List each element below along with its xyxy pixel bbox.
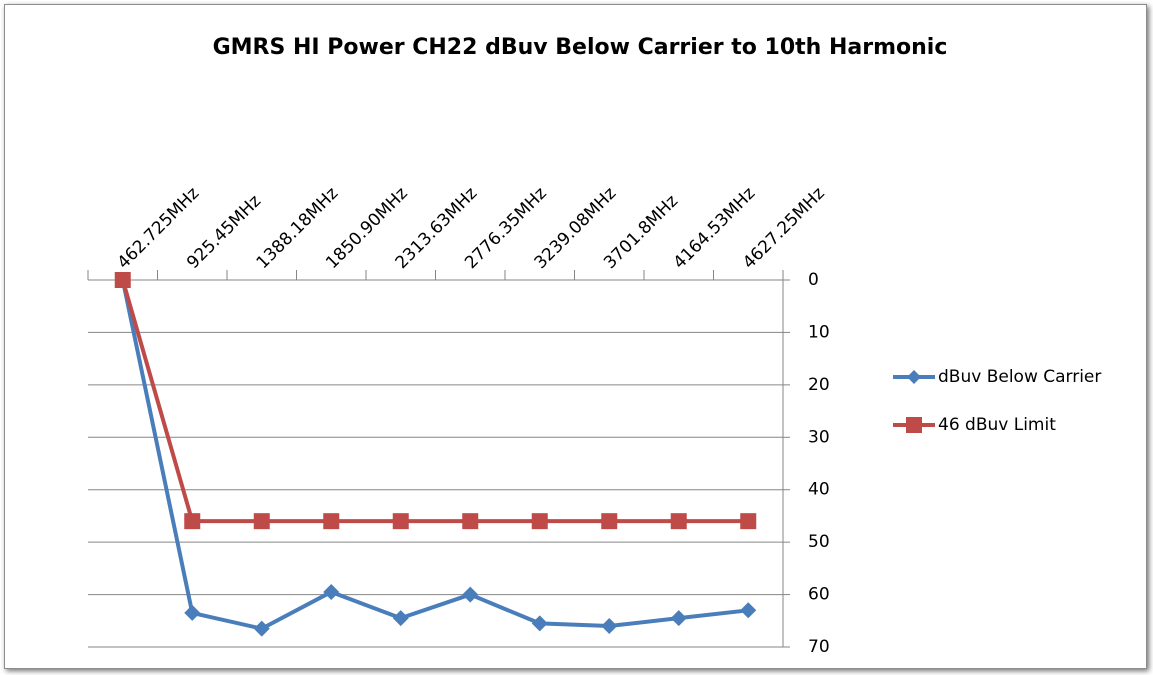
legend-marker xyxy=(906,417,922,433)
marker xyxy=(531,513,548,530)
marker xyxy=(462,586,479,603)
y-tick-label: 30 xyxy=(808,427,830,447)
y-tick-label: 40 xyxy=(808,480,830,500)
y-tick-label: 50 xyxy=(808,532,830,552)
y-tick-label: 20 xyxy=(808,375,830,395)
chart-frame xyxy=(4,4,1147,669)
marker xyxy=(740,602,757,619)
marker xyxy=(601,618,618,635)
marker xyxy=(392,513,409,530)
marker xyxy=(184,513,201,530)
y-tick-label: 70 xyxy=(808,637,830,657)
legend-label: 46 dBuv Limit xyxy=(938,415,1056,435)
marker xyxy=(114,272,131,288)
marker xyxy=(531,615,548,632)
marker xyxy=(184,604,201,621)
y-tick-label: 0 xyxy=(808,270,819,290)
marker xyxy=(253,620,270,637)
marker xyxy=(670,610,687,627)
marker xyxy=(392,610,409,627)
y-tick-label: 10 xyxy=(808,322,830,342)
legend-marker xyxy=(907,370,921,384)
legend-label: dBuv Below Carrier xyxy=(938,367,1101,387)
marker xyxy=(323,513,340,530)
y-tick-label: 60 xyxy=(808,585,830,605)
marker xyxy=(601,513,618,530)
series-line xyxy=(120,279,749,631)
marker xyxy=(670,513,687,530)
marker xyxy=(462,513,479,530)
marker xyxy=(740,513,757,530)
series-line xyxy=(120,279,749,524)
marker xyxy=(323,583,340,600)
marker xyxy=(253,513,270,530)
chart-title: GMRS HI Power CH22 dBuv Below Carrier to… xyxy=(213,35,948,60)
